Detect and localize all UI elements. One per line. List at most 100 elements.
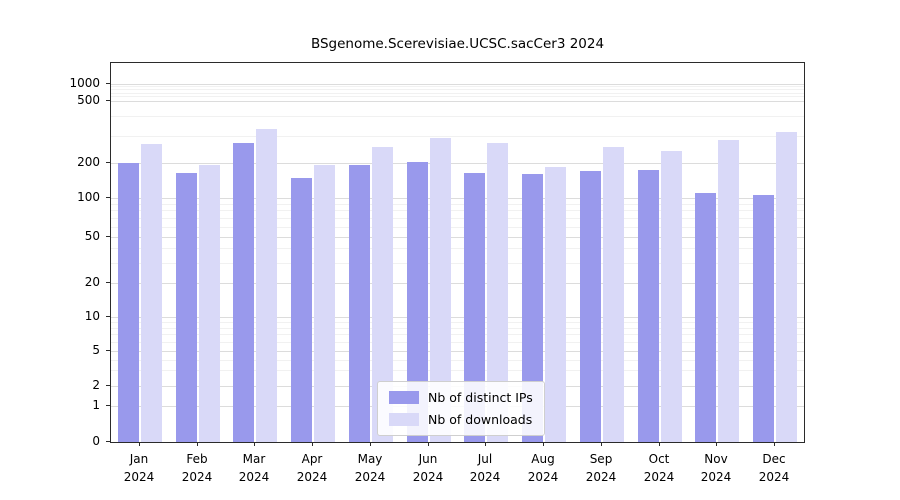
x-tick-mark (312, 442, 313, 446)
gridline-major (111, 317, 804, 318)
x-tick-mark (485, 442, 486, 446)
x-tick-label: Jan 2024 (123, 452, 155, 484)
y-tick-label: 1 (92, 398, 100, 412)
gridline-major (111, 101, 804, 102)
bar-distinct-ips (464, 173, 485, 442)
x-tick-label: Jun 2024 (412, 452, 444, 484)
gridline-minor (111, 86, 804, 87)
x-tick-mark (716, 442, 717, 446)
gridline-minor (111, 96, 804, 97)
y-tick-label: 50 (84, 229, 100, 243)
bar-downloads (314, 165, 335, 442)
bar-distinct-ips (638, 170, 659, 442)
gridline-major (111, 198, 804, 199)
legend-swatch-downloads (389, 413, 419, 426)
x-tick-mark (428, 442, 429, 446)
gridline-minor (111, 227, 804, 228)
legend-label-distinct-ips: Nb of distinct IPs (428, 390, 533, 405)
gridline-minor (111, 322, 804, 323)
x-tick-mark (139, 442, 140, 446)
y-tick-label: 100 (77, 190, 100, 204)
x-tick-mark (254, 442, 255, 446)
legend-label-downloads: Nb of downloads (428, 412, 533, 427)
x-tick-mark (601, 442, 602, 446)
bar-downloads (256, 129, 277, 442)
x-tick-label: Oct 2024 (643, 452, 675, 484)
y-tick-label: 0 (92, 434, 100, 448)
y-tick-mark (106, 100, 110, 101)
bar-distinct-ips (522, 174, 543, 442)
legend: Nb of distinct IPs Nb of downloads (377, 381, 545, 436)
bar-distinct-ips (349, 165, 370, 442)
x-tick-label: Feb 2024 (181, 452, 213, 484)
bar-downloads (141, 144, 162, 442)
x-tick-label: May 2024 (354, 452, 386, 484)
bar-distinct-ips (753, 195, 774, 442)
gridline-major (111, 163, 804, 164)
gridline-minor (111, 263, 804, 264)
gridline-major (111, 84, 804, 85)
gridline-minor (111, 204, 804, 205)
bar-downloads (487, 143, 508, 442)
bar-distinct-ips (695, 193, 716, 442)
x-tick-mark (197, 442, 198, 446)
y-tick-mark (106, 282, 110, 283)
y-tick-mark (106, 162, 110, 163)
y-tick-label: 20 (84, 275, 100, 289)
bar-downloads (776, 132, 797, 442)
chart-title: BSgenome.Scerevisiae.UCSC.sacCer3 2024 (310, 36, 605, 52)
y-tick-label: 200 (77, 155, 100, 169)
bar-downloads (661, 151, 682, 442)
x-tick-label: Jul 2024 (469, 452, 501, 484)
x-tick-mark (659, 442, 660, 446)
y-tick-label: 10 (84, 309, 100, 323)
gridline-minor (111, 210, 804, 211)
y-tick-mark (106, 441, 110, 442)
gridline-minor (111, 116, 804, 117)
x-tick-mark (774, 442, 775, 446)
legend-row-downloads: Nb of downloads (389, 412, 533, 427)
x-tick-label: Apr 2024 (296, 452, 328, 484)
y-tick-mark (106, 405, 110, 406)
gridline-minor (111, 93, 804, 94)
x-tick-label: Aug 2024 (527, 452, 559, 484)
gridline-minor (111, 136, 804, 137)
y-tick-mark (106, 236, 110, 237)
bar-downloads (545, 167, 566, 442)
x-tick-mark (543, 442, 544, 446)
y-tick-mark (106, 316, 110, 317)
legend-swatch-distinct-ips (389, 391, 419, 404)
y-tick-label: 500 (77, 93, 100, 107)
y-tick-label: 2 (92, 378, 100, 392)
plot-area: Nb of distinct IPs Nb of downloads (110, 62, 805, 443)
bar-distinct-ips (407, 162, 428, 442)
bar-downloads (372, 147, 393, 442)
gridline-minor (111, 248, 804, 249)
x-tick-label: Dec 2024 (758, 452, 790, 484)
y-tick-mark (106, 385, 110, 386)
bar-distinct-ips (291, 178, 312, 442)
y-tick-mark (106, 197, 110, 198)
y-tick-label: 1000 (69, 76, 100, 90)
x-tick-mark (370, 442, 371, 446)
gridline-major (111, 351, 804, 352)
y-tick-mark (106, 350, 110, 351)
x-tick-label: Nov 2024 (700, 452, 732, 484)
x-tick-label: Sep 2024 (585, 452, 617, 484)
x-tick-label: Mar 2024 (238, 452, 270, 484)
y-tick-mark (106, 83, 110, 84)
gridline-major (111, 283, 804, 284)
gridline-major (111, 237, 804, 238)
legend-row-distinct-ips: Nb of distinct IPs (389, 390, 533, 405)
bar-distinct-ips (233, 143, 254, 442)
bar-downloads (718, 140, 739, 442)
bar-downloads (199, 165, 220, 442)
y-tick-label: 5 (92, 343, 100, 357)
gridline-minor (111, 334, 804, 335)
gridline-minor (111, 218, 804, 219)
gridline-minor (111, 89, 804, 90)
bar-distinct-ips (118, 163, 139, 442)
bar-downloads (603, 147, 624, 442)
gridline-minor (111, 342, 804, 343)
